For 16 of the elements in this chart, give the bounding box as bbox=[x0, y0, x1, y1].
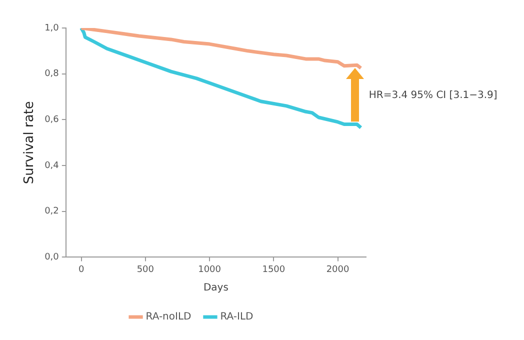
x-tick-label: 1500 bbox=[262, 264, 286, 275]
x-axis-title: Days bbox=[203, 282, 228, 294]
x-tick-label: 500 bbox=[136, 264, 154, 275]
y-tick-label: 0,4 bbox=[44, 160, 60, 171]
y-tick-label: 0,8 bbox=[44, 69, 60, 80]
y-tick-label: 1,0 bbox=[44, 23, 60, 34]
y-tick-label: 0,2 bbox=[44, 206, 59, 217]
x-tick-label: 0 bbox=[78, 264, 84, 275]
x-tick-label: 2000 bbox=[326, 264, 350, 275]
y-tick-label: 0,6 bbox=[44, 115, 60, 126]
y-tick-label: 0,0 bbox=[44, 252, 60, 263]
y-axis-title: Survival rate bbox=[22, 101, 38, 184]
x-tick-label: 1000 bbox=[198, 264, 222, 275]
text: HR=3.4 95% CI [3.1−3.9] bbox=[368, 90, 498, 101]
legend-label: RA-noILD bbox=[146, 312, 192, 323]
legend-label: RA-ILD bbox=[220, 312, 254, 323]
